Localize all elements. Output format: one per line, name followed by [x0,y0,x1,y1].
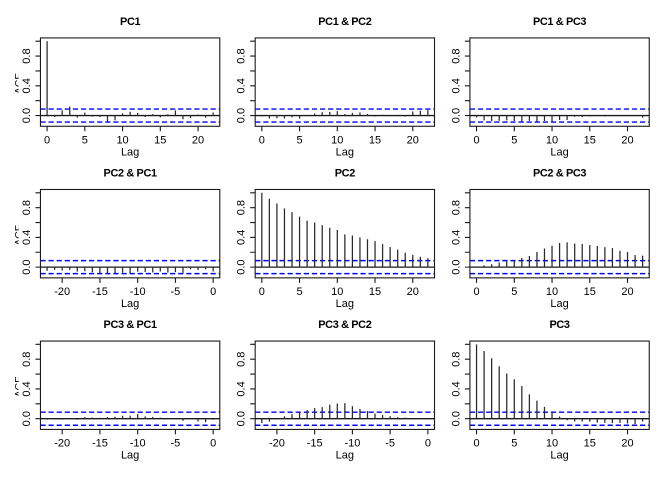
svg-text:0: 0 [259,286,265,298]
svg-text:-15: -15 [92,286,108,298]
svg-text:0.0: 0.0 [236,259,248,274]
svg-text:10: 10 [546,286,558,298]
svg-text:0.0: 0.0 [21,108,33,123]
svg-text:0: 0 [473,134,479,146]
svg-text:0.0: 0.0 [236,108,248,123]
svg-text:0: 0 [425,437,431,449]
svg-text:0.0: 0.0 [236,411,248,426]
svg-text:5: 5 [511,134,517,146]
svg-text:5: 5 [511,286,517,298]
svg-text:-5: -5 [171,437,181,449]
svg-text:0: 0 [44,134,50,146]
svg-text:15: 15 [154,134,166,146]
svg-text:ACF: ACF [14,73,25,94]
svg-text:20: 20 [192,134,204,146]
svg-text:5: 5 [511,437,517,449]
svg-text:0: 0 [210,437,216,449]
svg-text:-15: -15 [92,437,108,449]
svg-text:0.8: 0.8 [21,352,33,367]
svg-text:20: 20 [621,286,633,298]
svg-text:0.0: 0.0 [450,411,462,426]
svg-text:0.4: 0.4 [236,230,248,245]
svg-text:PC3 & PC2: PC3 & PC2 [318,319,371,331]
svg-text:-20: -20 [269,437,285,449]
svg-text:Lag: Lag [121,450,139,462]
svg-text:0.8: 0.8 [450,352,462,367]
svg-text:PC1 & PC3: PC1 & PC3 [533,16,586,28]
svg-text:0.4: 0.4 [236,78,248,93]
svg-text:Lag: Lag [121,147,139,159]
svg-text:0.0: 0.0 [450,108,462,123]
svg-text:Lag: Lag [121,298,139,310]
svg-text:0.4: 0.4 [450,381,462,396]
svg-text:10: 10 [546,437,558,449]
svg-text:0: 0 [473,437,479,449]
svg-text:5: 5 [82,134,88,146]
svg-text:0.4: 0.4 [236,381,248,396]
svg-text:Lag: Lag [336,298,354,310]
svg-text:-10: -10 [130,437,146,449]
svg-text:Lag: Lag [336,147,354,159]
svg-text:0.8: 0.8 [236,200,248,215]
svg-text:-15: -15 [307,437,323,449]
svg-text:0.0: 0.0 [450,259,462,274]
svg-text:PC3 & PC1: PC3 & PC1 [104,319,157,331]
svg-text:0.8: 0.8 [21,48,33,63]
svg-text:15: 15 [369,286,381,298]
svg-text:0.4: 0.4 [21,381,33,396]
svg-text:10: 10 [546,134,558,146]
svg-text:PC2: PC2 [335,168,355,180]
svg-text:15: 15 [584,134,596,146]
svg-text:PC2 & PC3: PC2 & PC3 [533,168,586,180]
svg-text:10: 10 [331,286,343,298]
svg-text:0: 0 [259,134,265,146]
svg-text:0.4: 0.4 [450,78,462,93]
svg-text:20: 20 [621,437,633,449]
svg-text:Lag: Lag [336,450,354,462]
svg-text:ACF: ACF [14,225,25,246]
svg-text:0.8: 0.8 [236,48,248,63]
svg-text:0: 0 [473,286,479,298]
svg-text:5: 5 [296,286,302,298]
svg-text:0.8: 0.8 [236,352,248,367]
svg-text:15: 15 [584,286,596,298]
svg-text:-5: -5 [385,437,395,449]
svg-text:10: 10 [331,134,343,146]
svg-text:ACF: ACF [14,376,25,397]
svg-text:0.0: 0.0 [21,259,33,274]
svg-text:Lag: Lag [550,298,568,310]
svg-text:0.4: 0.4 [21,78,33,93]
svg-text:20: 20 [407,286,419,298]
svg-text:Lag: Lag [550,147,568,159]
svg-text:0: 0 [210,286,216,298]
svg-text:0.8: 0.8 [21,200,33,215]
svg-text:-5: -5 [171,286,181,298]
svg-text:-10: -10 [130,286,146,298]
svg-text:-20: -20 [54,437,70,449]
svg-text:0.4: 0.4 [450,230,462,245]
svg-text:15: 15 [369,134,381,146]
svg-text:PC1 & PC2: PC1 & PC2 [318,16,371,28]
svg-text:0.0: 0.0 [21,411,33,426]
svg-text:15: 15 [584,437,596,449]
svg-text:20: 20 [407,134,419,146]
svg-text:-10: -10 [344,437,360,449]
svg-text:PC1: PC1 [120,16,140,28]
svg-text:10: 10 [116,134,128,146]
svg-text:PC3: PC3 [550,319,570,331]
svg-text:PC2 & PC1: PC2 & PC1 [104,168,157,180]
svg-text:5: 5 [296,134,302,146]
svg-text:-20: -20 [54,286,70,298]
svg-text:Lag: Lag [550,450,568,462]
svg-text:20: 20 [621,134,633,146]
svg-text:0.8: 0.8 [450,48,462,63]
svg-text:0.8: 0.8 [450,200,462,215]
svg-text:0.4: 0.4 [21,230,33,245]
